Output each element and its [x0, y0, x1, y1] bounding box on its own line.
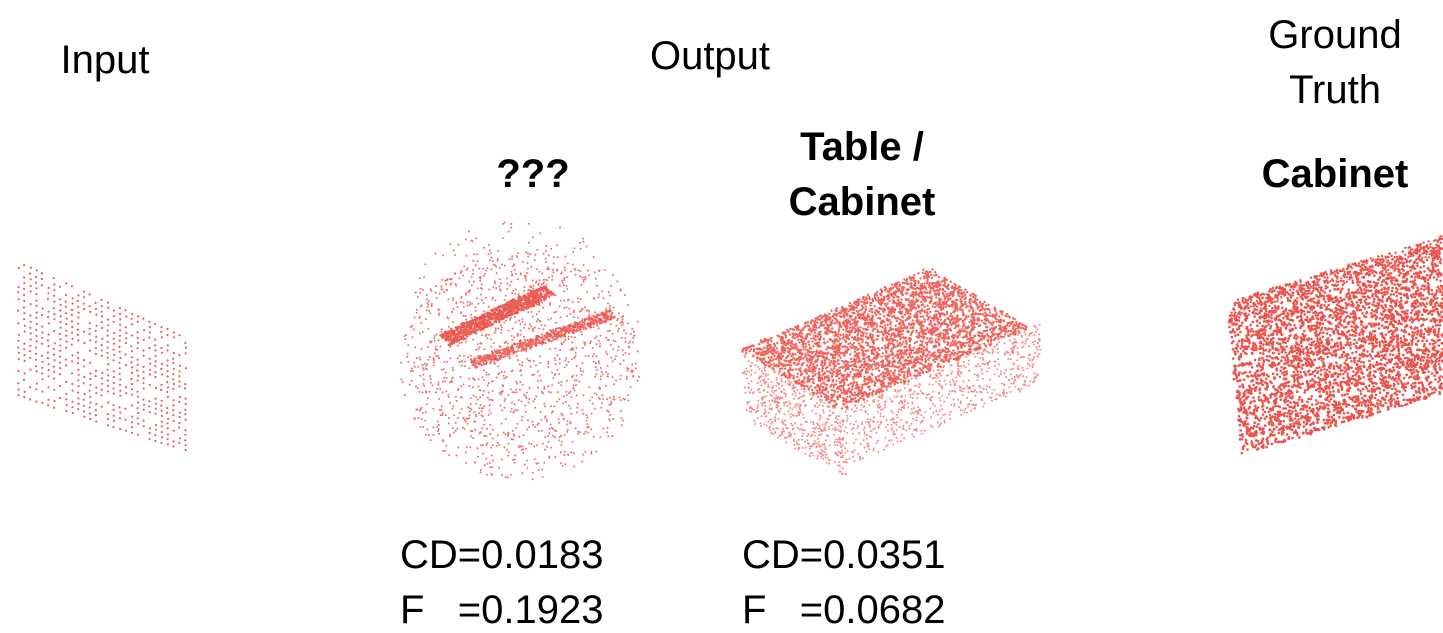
point-cloud	[401, 223, 639, 480]
point-cloud	[743, 270, 1027, 409]
output-label: Table / Cabinet	[762, 120, 962, 230]
column-title: Ground Truth	[1245, 8, 1425, 118]
metric-f: F =0.1923	[400, 583, 603, 633]
metric-cd: CD=0.0183	[400, 528, 603, 583]
ground-truth-label: Cabinet	[1235, 150, 1435, 198]
output-label: ???	[433, 150, 633, 198]
column-title: Input	[25, 36, 185, 84]
metric-f: F =0.0682	[742, 583, 945, 633]
point-cloud	[18, 265, 186, 450]
point-clouds	[0, 0, 1443, 633]
column-title: Output	[610, 32, 810, 80]
metric-cd: CD=0.0351	[742, 528, 945, 583]
figure: Input Output Ground Truth ??? Table / Ca…	[0, 0, 1443, 633]
